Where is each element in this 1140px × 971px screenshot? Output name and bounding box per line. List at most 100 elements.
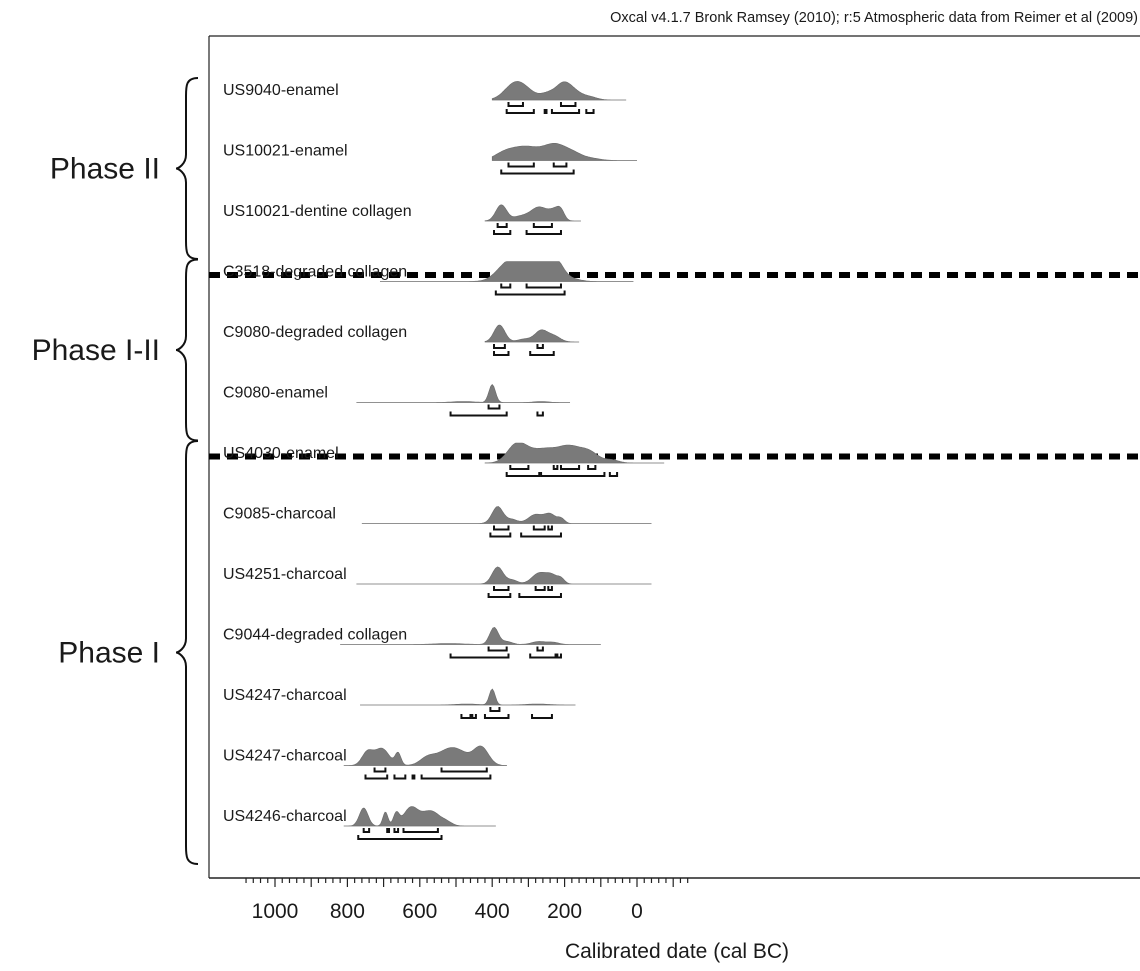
sample-label: C9080-degraded collagen <box>223 324 407 341</box>
range-68-bracket <box>393 828 400 833</box>
range-68-bracket <box>587 465 597 470</box>
range-95-bracket <box>487 593 512 598</box>
phase-label: Phase I-II <box>32 334 160 367</box>
probability-density <box>361 506 652 524</box>
range-68-bracket <box>493 586 510 591</box>
sample-row: C9044-degraded collagen <box>223 627 601 659</box>
range-68-bracket <box>440 767 488 773</box>
range-68-bracket <box>552 465 559 470</box>
sample-row: US4247-charcoal <box>223 745 508 780</box>
sample-label: C9085-charcoal <box>223 506 336 523</box>
phase-label: Phase I <box>58 637 160 670</box>
probability-density <box>491 81 627 101</box>
sample-label: US4246-charcoal <box>223 808 347 825</box>
phase-brace <box>175 77 199 260</box>
range-95-bracket <box>543 109 548 114</box>
probability-density <box>360 688 576 706</box>
range-95-bracket <box>529 351 555 356</box>
range-95-bracket <box>505 109 535 114</box>
range-95-bracket <box>489 532 512 538</box>
sample-label: US4251-charcoal <box>223 566 347 583</box>
range-68-bracket <box>525 283 562 289</box>
phase-brackets: Phase II Phase I-II Phase I <box>32 77 199 865</box>
range-68-bracket <box>500 283 512 289</box>
sample-label: US4247-charcoal <box>223 748 347 765</box>
range-68-bracket <box>493 344 506 349</box>
range-95-bracket <box>505 472 541 477</box>
range-95-bracket <box>520 532 562 538</box>
range-68-bracket <box>386 828 391 833</box>
probability-density <box>343 806 496 827</box>
phase-brace <box>175 440 199 865</box>
range-95-bracket <box>500 169 575 175</box>
sample-row: US10021-dentine collagen <box>223 203 581 235</box>
range-95-bracket <box>536 411 544 417</box>
range-68-bracket <box>487 646 508 652</box>
sample-label: US4030-enamel <box>223 445 339 462</box>
probability-density <box>343 745 508 766</box>
range-95-bracket <box>393 774 407 780</box>
sample-row: C3518-degraded collagen <box>223 261 634 296</box>
range-95-bracket <box>585 109 595 114</box>
sample-row: US4030-enamel <box>223 442 665 477</box>
sample-row: C9080-degraded collagen <box>223 324 580 356</box>
range-68-bracket <box>532 525 546 531</box>
range-68-bracket <box>532 223 553 228</box>
range-68-bracket <box>536 646 544 652</box>
range-95-bracket <box>364 774 389 780</box>
range-68-bracket <box>552 162 568 168</box>
probability-density <box>484 442 665 464</box>
sample-row: US4247-charcoal <box>223 687 576 719</box>
range-95-bracket <box>531 714 553 719</box>
range-68-bracket <box>493 525 510 531</box>
range-95-bracket <box>550 109 581 114</box>
range-68-bracket <box>547 525 553 531</box>
range-95-bracket <box>460 714 472 719</box>
range-68-bracket <box>373 767 387 773</box>
range-95-bracket <box>449 653 510 659</box>
phase-label: Phase II <box>50 153 160 186</box>
probability-density <box>356 384 571 403</box>
x-axis-title: Calibrated date (cal BC) <box>565 940 789 963</box>
sample-row: US10021-enamel <box>223 143 637 175</box>
sample-row: C9080-enamel <box>223 384 571 417</box>
range-68-bracket <box>534 586 546 591</box>
sample-label: C9044-degraded collagen <box>223 627 407 644</box>
probability-density <box>379 261 634 282</box>
range-68-bracket <box>536 344 544 349</box>
sample-label: US10021-enamel <box>223 143 348 160</box>
range-95-bracket <box>525 230 562 235</box>
range-68-bracket <box>496 223 508 228</box>
x-tick-label: 1000 <box>252 900 299 923</box>
sample-row: US4251-charcoal <box>223 566 652 598</box>
x-tick-label: 200 <box>547 900 582 923</box>
range-68-bracket <box>559 102 577 107</box>
x-tick-label: 0 <box>631 900 643 923</box>
range-68-bracket <box>362 828 371 833</box>
range-68-bracket <box>547 586 553 591</box>
sample-label: US10021-dentine collagen <box>223 203 412 220</box>
probability-density <box>491 143 637 161</box>
range-95-bracket <box>540 472 606 477</box>
range-68-bracket <box>509 465 530 470</box>
x-tick-label: 800 <box>330 900 365 923</box>
phase-separators <box>209 272 1140 460</box>
range-68-bracket <box>402 828 439 833</box>
range-68-bracket <box>489 707 501 712</box>
range-95-bracket <box>449 411 508 417</box>
range-95-bracket <box>357 835 443 840</box>
x-tick-label: 600 <box>402 900 437 923</box>
sample-row: US9040-enamel <box>223 81 627 114</box>
range-95-bracket <box>494 290 566 296</box>
x-axis-ticks: 1000 800 600 400 200 0 <box>245 878 689 923</box>
range-95-bracket <box>483 714 510 719</box>
sample-rows: US9040-enamel US10021-enamel US10021-denti… <box>223 81 665 840</box>
range-68-bracket <box>507 162 535 168</box>
range-95-bracket <box>518 593 562 598</box>
range-68-bracket <box>559 465 581 470</box>
probability-density <box>484 324 580 343</box>
range-68-bracket <box>487 404 501 410</box>
x-tick-label: 400 <box>475 900 510 923</box>
range-95-bracket <box>493 351 510 356</box>
